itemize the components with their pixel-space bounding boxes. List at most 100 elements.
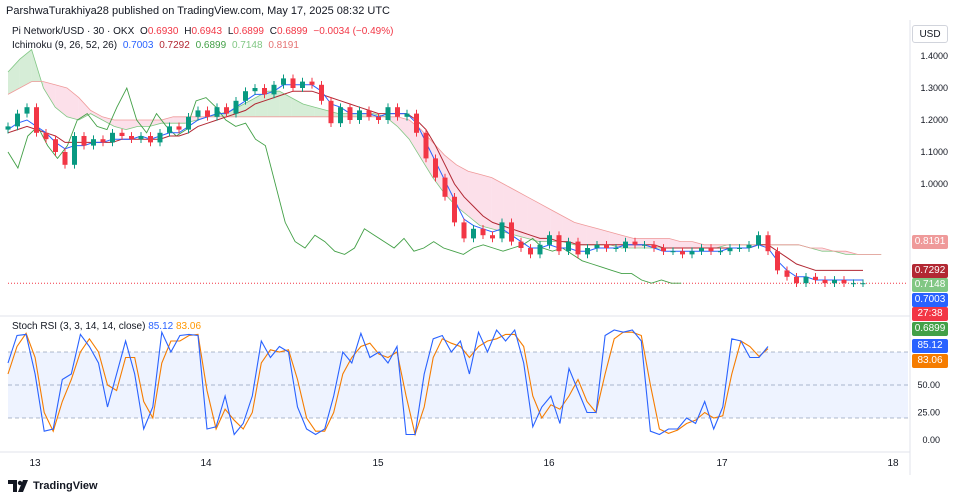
candle-body xyxy=(300,81,305,88)
time-tick-label: 13 xyxy=(29,458,41,469)
footer-brand-label: TradingView xyxy=(33,480,98,492)
price-tick-label: 1.2000 xyxy=(920,115,948,125)
stoch-rsi-tick-label: 50.00 xyxy=(917,380,940,390)
candle-body xyxy=(471,228,476,239)
candle-body xyxy=(680,251,685,255)
candle-body xyxy=(537,244,543,255)
price-tick-label: 1.1000 xyxy=(920,147,948,157)
candle-body xyxy=(24,107,30,114)
ichimoku-cloud-segment xyxy=(456,164,469,216)
ichimoku-span-a-value: 0.7148 xyxy=(231,40,263,51)
candle-body xyxy=(547,235,552,245)
axis-value-badge: 0.7003 xyxy=(912,292,948,307)
candle-body xyxy=(575,241,581,255)
candle-body xyxy=(319,84,324,101)
candle-body xyxy=(357,110,362,120)
ichimoku-cloud-segment xyxy=(527,196,539,242)
candle-body xyxy=(309,81,315,85)
ichimoku-cloud-segment xyxy=(609,232,622,248)
candle-body xyxy=(81,136,87,146)
ichimoku-cloud-segment xyxy=(173,116,185,124)
stoch-rsi-legend: Stoch RSI (3, 3, 14, 14, close) 85.12 83… xyxy=(12,321,201,332)
symbol-name[interactable]: Pi Network/USD · 30 · OKX xyxy=(12,26,135,37)
ichimoku-cloud-segment xyxy=(680,241,693,248)
candle-body xyxy=(129,136,134,140)
ichimoku-cloud-segment xyxy=(90,110,103,120)
candle-body xyxy=(851,283,856,285)
candle-body xyxy=(433,158,438,178)
candle-body xyxy=(347,107,353,120)
candle-body xyxy=(385,107,391,120)
axis-value-badge: 85.12 xyxy=(912,339,948,354)
candle-body xyxy=(214,107,220,117)
ichimoku-cloud-segment xyxy=(43,81,56,108)
ichimoku-cloud-segment xyxy=(586,225,598,245)
candle-body xyxy=(585,248,590,255)
candle-body xyxy=(499,222,505,239)
stoch-rsi-k-value: 85.12 xyxy=(148,321,174,332)
stoch-rsi-label[interactable]: Stoch RSI (3, 3, 14, 14, close) xyxy=(12,321,146,332)
ichimoku-cloud-segment xyxy=(562,216,575,245)
candle-body xyxy=(642,244,647,246)
candle-body xyxy=(91,139,96,146)
stoch-rsi-band-fill xyxy=(8,352,908,418)
ichimoku-cloud-segment xyxy=(255,91,268,117)
candle-body xyxy=(328,100,334,124)
candle-body xyxy=(271,84,277,95)
candle-body xyxy=(43,132,49,140)
ichimoku-lagging-value: 0.6899 xyxy=(195,40,227,51)
ichimoku-cloud-segment xyxy=(267,91,280,117)
tradingview-logo-icon xyxy=(8,480,28,492)
ichimoku-cloud-segment xyxy=(480,174,492,229)
candle-body xyxy=(157,132,163,143)
axis-value-badge: 83.06 xyxy=(912,354,948,369)
ichimoku-cloud-segment xyxy=(657,238,669,248)
candle-body xyxy=(746,244,752,248)
candle-body xyxy=(423,132,429,159)
symbol-legend: Pi Network/USD · 30 · OKX O0.6930 H0.694… xyxy=(12,26,396,37)
footer-brand[interactable]: TradingView xyxy=(8,480,98,492)
ohlc-change: −0.0034 (−0.49%) xyxy=(313,26,394,37)
candle-body xyxy=(404,113,410,117)
candle-body xyxy=(110,132,115,143)
ichimoku-base-value: 0.7292 xyxy=(159,40,190,51)
stoch-rsi-tick-label: 25.00 xyxy=(917,408,940,418)
stoch-rsi-k-line xyxy=(7,328,769,436)
ichimoku-cloud-segment xyxy=(126,120,138,130)
candle-body xyxy=(509,222,514,242)
candle-body xyxy=(34,107,39,133)
candle-body xyxy=(5,126,11,130)
candle-body xyxy=(518,241,524,248)
candle-body xyxy=(832,280,837,284)
axis-value-badge: 0.7148 xyxy=(912,278,948,293)
ichimoku-cloud-segment xyxy=(598,228,610,245)
ichimoku-span-a-line xyxy=(7,48,882,255)
candle-body xyxy=(651,244,657,248)
ichimoku-cloud-segment xyxy=(114,120,126,130)
ohlc-low: L0.6899 xyxy=(227,26,264,37)
candle-body xyxy=(803,276,809,284)
candle-body xyxy=(765,235,771,252)
axis-value-badge: 0.7292 xyxy=(912,263,948,278)
stoch-rsi-tick-label: 0.00 xyxy=(922,435,940,445)
candle-body xyxy=(708,248,714,252)
candle-body xyxy=(594,244,600,248)
ichimoku-label[interactable]: Ichimoku (9, 26, 52, 26) xyxy=(12,40,118,51)
price-tick-label: 1.3000 xyxy=(920,83,948,93)
ohlc-high: H0.6943 xyxy=(184,26,223,37)
candle-body xyxy=(813,276,818,280)
candle-body xyxy=(195,110,201,117)
candle-body xyxy=(566,241,571,252)
ohlc-open: O0.6930 xyxy=(140,26,179,37)
candle-body xyxy=(167,126,172,133)
currency-button[interactable]: USD xyxy=(912,25,948,43)
candle-body xyxy=(556,235,562,252)
candle-body xyxy=(461,222,467,239)
ichimoku-cloud-segment xyxy=(444,155,457,207)
candle-body xyxy=(233,100,239,114)
candle-body xyxy=(699,248,704,252)
candle-body xyxy=(860,283,866,285)
candle-body xyxy=(632,241,638,245)
candle-body xyxy=(15,113,20,127)
